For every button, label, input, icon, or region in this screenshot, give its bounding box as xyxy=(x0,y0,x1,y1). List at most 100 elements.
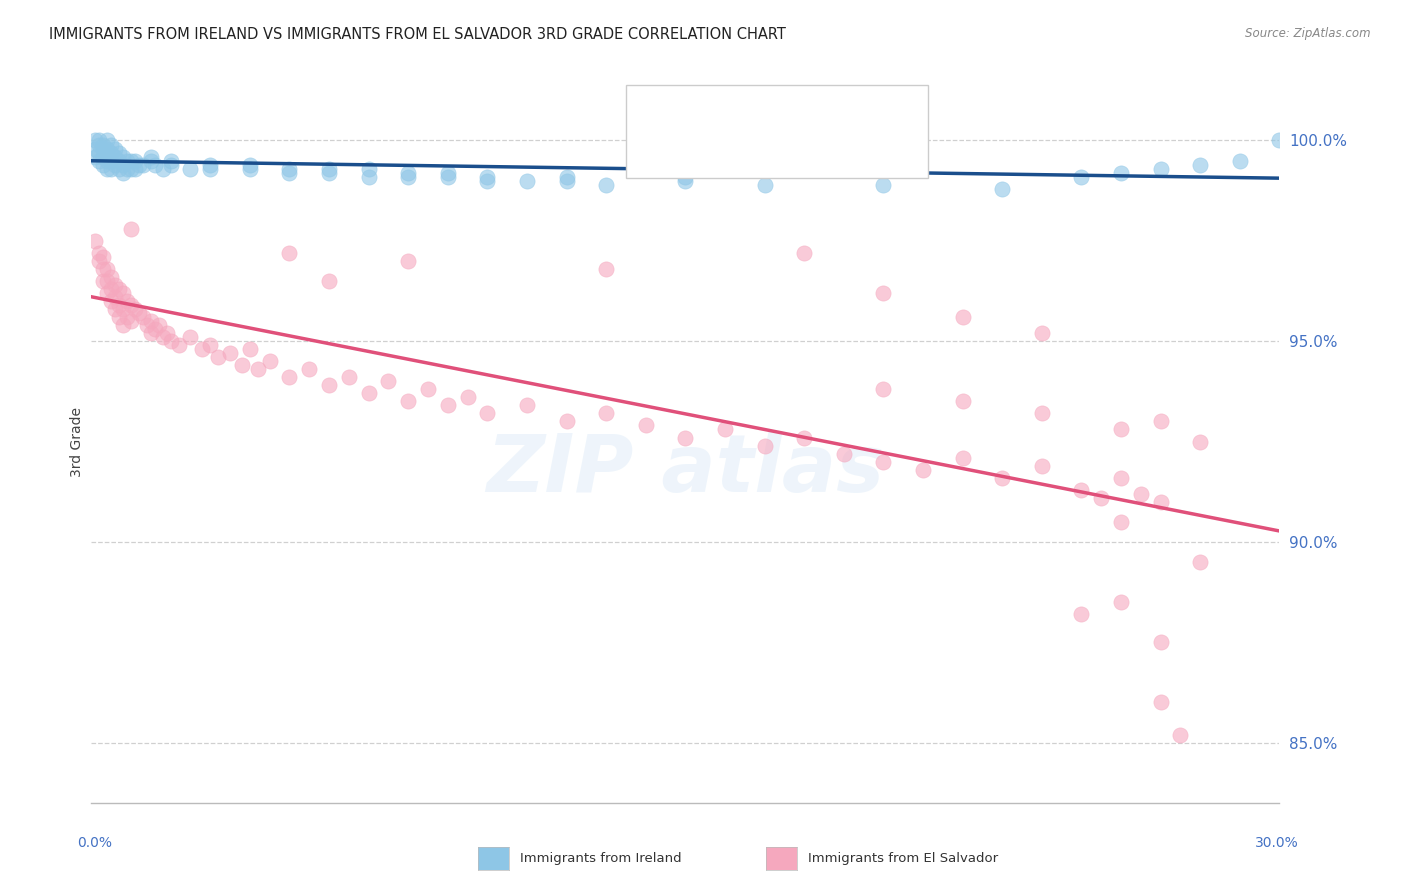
Point xyxy=(298,362,321,376)
Point xyxy=(396,169,419,184)
Point xyxy=(872,455,894,469)
Point xyxy=(416,383,439,397)
Point xyxy=(872,178,894,192)
Point xyxy=(120,222,142,236)
Point xyxy=(754,178,776,192)
Point xyxy=(148,318,170,333)
Point xyxy=(595,178,617,192)
Point xyxy=(555,415,578,429)
Point xyxy=(104,150,127,164)
Point xyxy=(516,398,538,412)
Point xyxy=(96,285,118,300)
Point xyxy=(1150,696,1173,710)
Point xyxy=(96,145,118,160)
Point xyxy=(84,134,107,148)
Point xyxy=(179,161,201,176)
Point xyxy=(108,298,131,312)
Point xyxy=(337,370,360,384)
Point xyxy=(156,326,179,341)
Point xyxy=(200,338,222,352)
Point xyxy=(89,246,111,260)
Point xyxy=(100,153,122,168)
Point xyxy=(457,391,479,405)
Text: ZIP atlas: ZIP atlas xyxy=(486,432,884,509)
Point xyxy=(152,330,174,344)
Point xyxy=(104,290,127,304)
Point xyxy=(104,278,127,293)
Point xyxy=(112,158,135,172)
Point xyxy=(84,234,107,248)
Point xyxy=(100,145,122,160)
Point xyxy=(200,161,222,176)
Point xyxy=(1070,483,1092,497)
Point xyxy=(673,174,696,188)
Point xyxy=(318,274,340,288)
Point xyxy=(754,439,776,453)
Point xyxy=(991,471,1014,485)
Point xyxy=(991,182,1014,196)
Text: Immigrants from Ireland: Immigrants from Ireland xyxy=(520,852,682,864)
Point xyxy=(96,274,118,288)
Point xyxy=(377,375,399,389)
Point xyxy=(673,431,696,445)
Point xyxy=(96,262,118,277)
Text: 30.0%: 30.0% xyxy=(1254,836,1299,850)
Point xyxy=(872,383,894,397)
Point xyxy=(1189,158,1212,172)
Text: 0.0%: 0.0% xyxy=(77,836,111,850)
Point xyxy=(89,137,111,152)
Point xyxy=(152,161,174,176)
Point xyxy=(278,370,301,384)
Point xyxy=(1109,165,1132,179)
Point xyxy=(112,318,135,333)
Point xyxy=(108,153,131,168)
Point xyxy=(191,343,214,357)
Point xyxy=(115,153,138,168)
Point xyxy=(793,431,815,445)
Point xyxy=(84,142,107,156)
Text: IMMIGRANTS FROM IRELAND VS IMMIGRANTS FROM EL SALVADOR 3RD GRADE CORRELATION CHA: IMMIGRANTS FROM IRELAND VS IMMIGRANTS FR… xyxy=(49,27,786,42)
Point xyxy=(239,158,262,172)
Point xyxy=(1109,595,1132,609)
Point xyxy=(159,158,181,172)
Point xyxy=(124,153,146,168)
Point xyxy=(115,310,138,325)
Point xyxy=(239,161,262,176)
Text: Immigrants from El Salvador: Immigrants from El Salvador xyxy=(808,852,998,864)
Point xyxy=(89,134,111,148)
Point xyxy=(219,346,242,360)
Text: Source: ZipAtlas.com: Source: ZipAtlas.com xyxy=(1246,27,1371,40)
Point xyxy=(1268,134,1291,148)
Point xyxy=(84,150,107,164)
Point xyxy=(124,302,146,317)
Point xyxy=(396,394,419,409)
Point xyxy=(200,158,222,172)
Point xyxy=(595,407,617,421)
Point xyxy=(1150,415,1173,429)
Point xyxy=(952,394,974,409)
Point xyxy=(357,169,380,184)
Point xyxy=(91,150,114,164)
Point xyxy=(139,153,162,168)
Point xyxy=(1189,555,1212,569)
Point xyxy=(120,161,142,176)
Point xyxy=(357,386,380,401)
Point xyxy=(91,137,114,152)
Point xyxy=(436,165,458,179)
Point xyxy=(115,161,138,176)
Point xyxy=(167,338,190,352)
Point xyxy=(115,294,138,309)
Point xyxy=(634,418,657,433)
Point xyxy=(318,161,340,176)
Point xyxy=(555,169,578,184)
Point xyxy=(357,161,380,176)
Point xyxy=(872,285,894,300)
Point xyxy=(278,246,301,260)
Point xyxy=(1129,487,1152,501)
Point xyxy=(259,354,281,368)
Point xyxy=(91,142,114,156)
Point xyxy=(477,169,499,184)
Point xyxy=(91,250,114,264)
Point xyxy=(128,306,150,320)
Point xyxy=(246,362,269,376)
